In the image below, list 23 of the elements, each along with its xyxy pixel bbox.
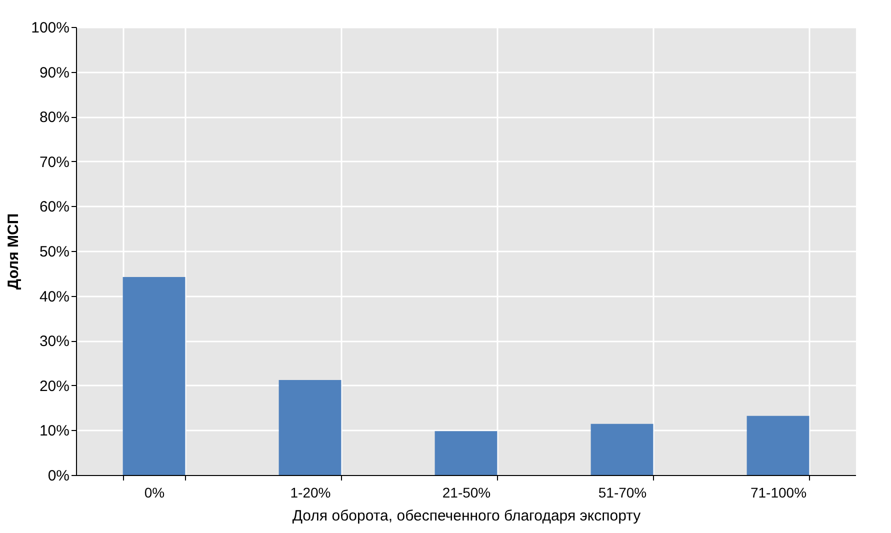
y-tick-label: 0%: [48, 468, 70, 484]
bar: [434, 431, 498, 475]
y-tick-label: 30%: [39, 333, 70, 350]
y-tick-label: 90%: [39, 64, 70, 82]
bar: [746, 416, 810, 475]
bar: [590, 424, 654, 475]
x-tick-label: 0%: [144, 484, 165, 500]
y-tick-label: 20%: [39, 378, 70, 395]
bar: [122, 276, 186, 475]
y-tick-label: 70%: [39, 154, 70, 171]
x-tick-label: 51-70%: [598, 484, 647, 500]
bar: [278, 380, 342, 475]
y-tick-label: 80%: [39, 109, 70, 126]
y-tick-label: 40%: [39, 288, 70, 306]
y-axis-title: Доля МСП: [5, 213, 22, 290]
y-tick-label: 60%: [39, 198, 70, 216]
y-tick-label: 10%: [39, 422, 70, 440]
x-tick-label: 1-20%: [290, 484, 331, 500]
y-tick-label: 100%: [31, 20, 70, 36]
y-tick-label: 50%: [39, 244, 70, 260]
x-axis-title: Доля оборота, обеспеченного благодаря экспорту: [292, 508, 642, 524]
x-tick-label: 71-100%: [750, 484, 807, 500]
x-tick-label: 21-50%: [442, 484, 491, 500]
